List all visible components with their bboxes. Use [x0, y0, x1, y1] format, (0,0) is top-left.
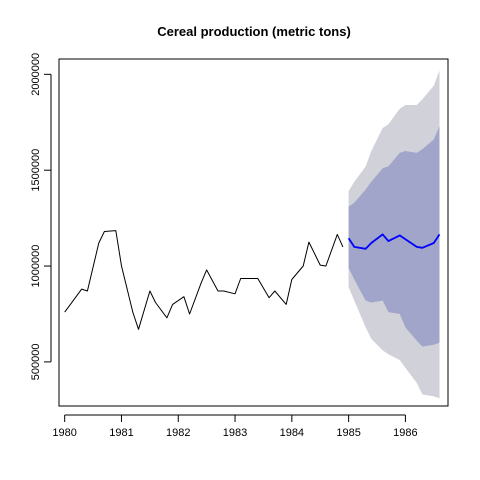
x-axis: 1980 1981 1982 1983 1984 1985 1986 [52, 414, 418, 439]
x-tick-label: 1982 [166, 427, 190, 439]
y-tick-label: 500000 [30, 344, 42, 381]
x-tick-label: 1981 [109, 427, 133, 439]
plot-frame [58, 58, 449, 407]
x-tick-label: 1986 [393, 427, 417, 439]
history-series-line [64, 230, 344, 330]
inner-interval-band [348, 126, 440, 347]
x-tick-label: 1983 [223, 427, 247, 439]
y-tick-label: 1500000 [30, 149, 42, 192]
series-lines [64, 230, 441, 330]
x-tick-label: 1984 [280, 427, 304, 439]
y-tick-label: 1000000 [30, 245, 42, 288]
chart-title: Cereal production (metric tons) [157, 24, 351, 39]
y-tick-label: 2000000 [30, 53, 42, 96]
x-tick-label: 1985 [336, 427, 360, 439]
y-axis: 500000 1000000 1500000 2000000 [30, 53, 52, 381]
prediction-bands [348, 70, 440, 399]
x-tick-label: 1980 [52, 427, 76, 439]
forecast-series-line [347, 233, 441, 250]
